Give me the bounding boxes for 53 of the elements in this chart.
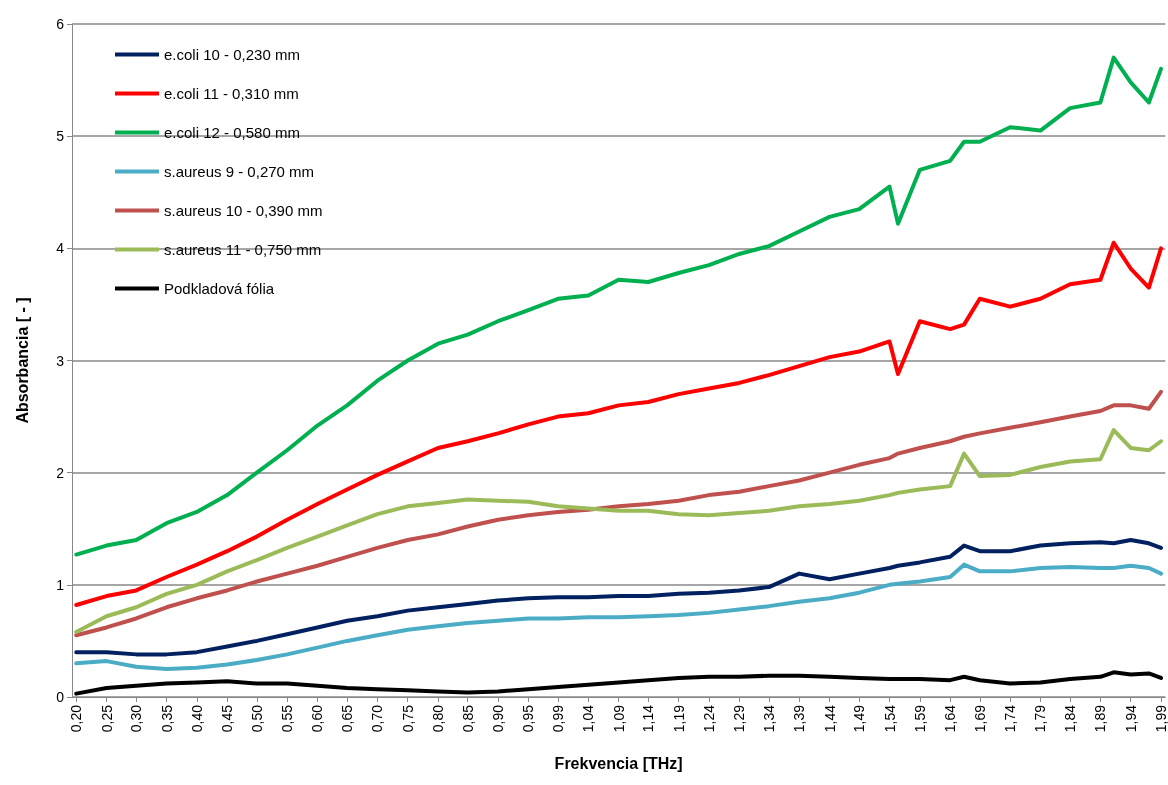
x-tick-label: 0,95: [520, 704, 537, 733]
x-tick-label: 1,74: [1002, 704, 1019, 733]
legend-label: s.aureus 11 - 0,750 mm: [164, 241, 322, 258]
x-tick-label: 0,85: [459, 704, 476, 733]
x-tick-label: 1,19: [670, 704, 687, 733]
x-tick-label: 1,99: [1153, 704, 1168, 733]
x-tick-label: 1,69: [971, 704, 988, 733]
x-tick-label: 1,09: [610, 704, 627, 733]
x-tick-label: 0,55: [279, 704, 296, 733]
x-tick-label: 1,49: [851, 704, 868, 733]
x-tick-label: 0,40: [188, 704, 205, 733]
legend-label: Podkladová fólia: [164, 280, 275, 297]
x-tick-label: 0,80: [430, 704, 447, 733]
x-axis-title: Frekvencia [THz]: [554, 754, 683, 772]
y-tick-label: 1: [56, 576, 65, 593]
x-tick-label: 0,20: [68, 704, 85, 733]
legend-label: s.aureus 10 - 0,390 mm: [164, 202, 323, 219]
x-tick-label: 1,24: [700, 704, 717, 733]
x-tick-label: 0,60: [309, 704, 326, 733]
x-tick-label: 1,79: [1032, 704, 1049, 733]
x-tick-label: 0,45: [219, 704, 236, 733]
x-tick-label: 0,65: [339, 704, 356, 733]
y-tick-label: 3: [56, 352, 65, 369]
x-tick-label: 0,30: [128, 704, 145, 733]
y-axis-title: Absorbancia [ - ]: [13, 297, 31, 424]
legend-label: e.coli 11 - 0,310 mm: [164, 85, 299, 102]
legend-label: s.aureus 9 - 0,270 mm: [164, 163, 315, 180]
x-tick-label: 0,50: [248, 704, 265, 733]
x-tick-label: 0,25: [98, 704, 115, 733]
legend-label: e.coli 12 - 0,580 mm: [164, 124, 300, 141]
x-tick-label: 0,99: [550, 704, 567, 733]
y-tick-label: 2: [56, 464, 65, 481]
x-tick-label: 1,84: [1062, 704, 1079, 733]
x-tick-label: 1,39: [791, 704, 808, 733]
x-tick-label: 0,35: [158, 704, 175, 733]
x-tick-label: 0,75: [399, 704, 416, 733]
x-tick-label: 1,29: [731, 704, 748, 733]
x-tick-label: 1,94: [1122, 704, 1139, 733]
x-tick-label: 1,04: [580, 704, 597, 733]
y-tick-label: 6: [56, 16, 65, 32]
legend-label: e.coli 10 - 0,230 mm: [164, 46, 300, 63]
x-tick-label: 1,59: [911, 704, 928, 733]
x-tick-label: 1,34: [760, 704, 777, 733]
x-tick-label: 1,14: [640, 704, 657, 733]
x-tick-label: 1,44: [821, 704, 838, 733]
x-tick-label: 1,54: [881, 704, 898, 733]
y-tick-label: 5: [56, 128, 65, 145]
y-tick-label: 4: [56, 240, 65, 257]
x-tick-label: 1,89: [1092, 704, 1109, 733]
x-tick-label: 0,70: [369, 704, 386, 733]
x-tick-label: 0,90: [490, 704, 507, 733]
x-tick-label: 1,64: [942, 704, 959, 733]
y-tick-label: 0: [56, 689, 65, 705]
